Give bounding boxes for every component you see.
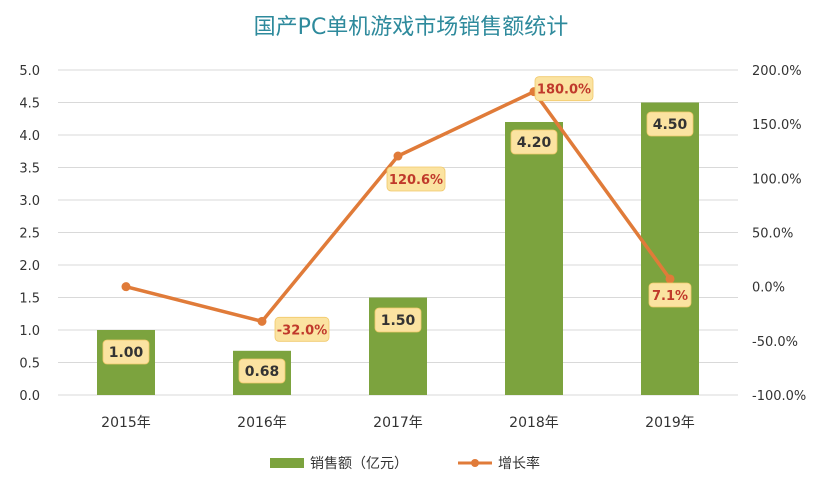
- x-tick-label: 2019年: [645, 415, 695, 431]
- y-left-tick-label: 1.0: [19, 324, 40, 339]
- bar-value-label: 0.68: [238, 358, 286, 384]
- y-left-tick-label: 4.5: [19, 97, 40, 112]
- bar-value-label-text: 0.68: [245, 364, 280, 380]
- y-left-tick-label: 0.0: [19, 389, 40, 404]
- bar-value-label-text: 1.50: [381, 313, 416, 329]
- y-axis-right: -100.0% -50.0% 0.0% 50.0% 100.0% 150.0% 200.0%: [752, 64, 806, 404]
- bar-series: [97, 102, 699, 395]
- x-axis: 2015年 2016年 2017年 2018年 2019年: [101, 415, 695, 431]
- data-labels: 1.00 0.68 1.50 4.20 4.50 -32.0% 120.6% 180.0% 7.…: [102, 76, 694, 384]
- growth-value-label-bg: [386, 166, 446, 192]
- legend: 销售额（亿元） 增长率: [270, 455, 540, 472]
- bar-value-label-bg: [646, 111, 694, 137]
- bar-value-label: 1.00: [102, 339, 150, 365]
- bar-value-label-bg: [238, 358, 286, 384]
- y-left-tick-label: 4.0: [19, 129, 40, 144]
- y-left-tick-label: 0.5: [19, 357, 40, 372]
- bar-value-label-bg: [510, 129, 558, 155]
- y-right-tick-label: 200.0%: [752, 64, 802, 79]
- bar-value-label: 1.50: [374, 307, 422, 333]
- x-tick-label: 2015年: [101, 415, 151, 431]
- bar-value-label-text: 4.20: [517, 135, 552, 151]
- growth-value-label-text: 120.6%: [389, 173, 443, 188]
- growth-value-label: -32.0%: [274, 316, 330, 342]
- legend-label-growth: 增长率: [498, 455, 540, 472]
- y-axis-left: 0.0 0.5 1.0 1.5 2.0 2.5 3.0 3.5 4.0 4.5 5.0: [19, 64, 40, 404]
- bar: [505, 122, 563, 395]
- growth-value-label: 120.6%: [386, 166, 446, 192]
- growth-value-label-bg: [274, 316, 330, 342]
- growth-value-label-text: 180.0%: [537, 83, 591, 98]
- y-right-tick-label: 100.0%: [752, 172, 802, 187]
- x-tick-label: 2016年: [237, 415, 287, 431]
- growth-value-label: 7.1%: [648, 282, 692, 308]
- growth-point: [121, 282, 131, 292]
- y-right-tick-label: 50.0%: [752, 227, 793, 242]
- y-left-tick-label: 2.5: [19, 227, 40, 242]
- bar-value-label-bg: [102, 339, 150, 365]
- y-right-tick-label: -50.0%: [752, 335, 798, 350]
- growth-point: [393, 151, 403, 161]
- gridlines: [58, 69, 738, 396]
- y-left-tick-label: 1.5: [19, 292, 40, 307]
- bar-value-label-text: 1.00: [109, 345, 144, 361]
- growth-value-label: 180.0%: [534, 76, 594, 102]
- growth-value-label-text: 7.1%: [652, 289, 688, 304]
- growth-value-label-text: -32.0%: [277, 323, 328, 338]
- bar-value-label-bg: [374, 307, 422, 333]
- bar-value-label-text: 4.50: [653, 117, 688, 133]
- growth-point: [665, 274, 675, 284]
- y-right-tick-label: 150.0%: [752, 118, 802, 133]
- bar: [641, 102, 699, 395]
- chart-title: 国产PC单机游戏市场销售额统计: [254, 15, 569, 40]
- growth-point: [257, 316, 267, 326]
- x-tick-label: 2018年: [509, 415, 559, 431]
- legend-swatch-sales: [270, 458, 304, 468]
- y-left-tick-label: 3.5: [19, 162, 40, 177]
- growth-value-label-bg: [648, 282, 692, 308]
- y-right-tick-label: -100.0%: [752, 389, 806, 404]
- y-left-tick-label: 5.0: [19, 64, 40, 79]
- bar-value-label: 4.50: [646, 111, 694, 137]
- y-right-tick-label: 0.0%: [752, 281, 785, 296]
- y-left-tick-label: 2.0: [19, 259, 40, 274]
- line-series: [121, 87, 675, 326]
- y-left-tick-label: 3.0: [19, 194, 40, 209]
- legend-swatch-growth-dot: [471, 459, 479, 467]
- bar-value-label: 4.20: [510, 129, 558, 155]
- x-tick-label: 2017年: [373, 415, 423, 431]
- growth-line: [125, 89, 672, 324]
- legend-label-sales: 销售额（亿元）: [310, 456, 408, 472]
- growth-value-label-bg: [534, 76, 594, 102]
